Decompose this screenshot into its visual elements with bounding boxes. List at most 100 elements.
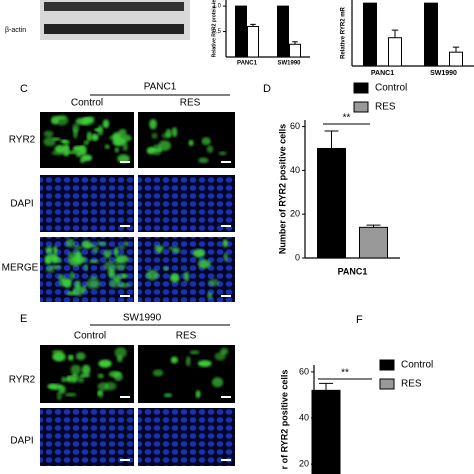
signal (114, 347, 127, 358)
row-label: RYR2 (9, 135, 36, 146)
signal (151, 132, 158, 139)
x-tick-label: PANC1 (338, 266, 368, 276)
signal (198, 157, 209, 164)
signal (92, 245, 99, 253)
signal (123, 241, 129, 247)
legend-swatch (353, 101, 369, 113)
x-tick-label: PANC1 (237, 61, 258, 67)
signal (188, 139, 194, 147)
signal (117, 245, 126, 250)
micrographs (40, 112, 235, 466)
signal (97, 373, 104, 379)
signal (115, 254, 129, 264)
bar (359, 226, 388, 259)
bar (311, 389, 341, 474)
legend-label: RES (401, 379, 422, 390)
signal (52, 137, 61, 141)
panel-letter: E (20, 313, 27, 325)
signal (65, 392, 77, 397)
signal (47, 383, 57, 389)
signal (113, 263, 127, 271)
signal (96, 241, 102, 246)
signal (169, 273, 180, 283)
signal (146, 269, 159, 281)
error-bar (292, 41, 298, 45)
y-tick-label: 0 (295, 252, 300, 262)
error-bar (452, 46, 460, 53)
signal (45, 246, 53, 254)
signal (122, 142, 129, 152)
signal (195, 390, 201, 399)
bar (289, 43, 301, 58)
signal (53, 245, 58, 255)
row-label: MERGE (2, 263, 39, 274)
signal (56, 257, 63, 264)
bar (317, 147, 346, 259)
signal (75, 151, 82, 158)
signal (206, 145, 214, 153)
signal (108, 268, 116, 278)
signal (116, 282, 130, 288)
signal (113, 274, 122, 284)
y-tick-label: 60 (290, 121, 300, 131)
signal (211, 377, 224, 388)
x-tick-label: SW1990 (277, 61, 301, 67)
signal (51, 118, 58, 124)
signal (84, 117, 93, 122)
signal (62, 145, 70, 156)
legend-label: Control (375, 83, 407, 94)
signal (121, 273, 128, 279)
signal (44, 254, 52, 265)
error-bar (319, 382, 333, 391)
condition: RES (176, 331, 197, 342)
signal (98, 359, 112, 368)
signal (168, 246, 179, 251)
condition: Control (71, 98, 103, 109)
signal (114, 246, 119, 257)
signal (72, 123, 80, 133)
signal (115, 140, 121, 146)
condition: RES (180, 98, 201, 109)
bar (363, 2, 377, 67)
y-axis-label: Relative RYR2 protein le (211, 0, 217, 57)
signal (54, 352, 67, 362)
signal (154, 245, 165, 251)
signal (220, 347, 229, 356)
signal (152, 369, 164, 377)
micrograph (138, 175, 235, 232)
signal (201, 137, 211, 146)
cell-line: PANC1 (144, 82, 177, 93)
bar (388, 37, 402, 67)
blot-label: β-actin (5, 27, 26, 34)
signal (69, 271, 75, 280)
signal (183, 271, 190, 282)
signal (81, 364, 91, 376)
signal (74, 251, 82, 262)
legend-swatch (353, 82, 369, 94)
signal (208, 278, 220, 287)
y-tick-label: 40 (299, 412, 309, 422)
signal (60, 139, 68, 143)
y-tick-label: 1.0 (213, 4, 222, 10)
signal (151, 144, 162, 156)
bar (449, 51, 463, 67)
legend-swatch (379, 359, 395, 371)
signal (61, 376, 67, 383)
y-axis-label: r of RYR2 positive cells (279, 370, 289, 470)
signal (67, 252, 77, 260)
signal (171, 126, 178, 138)
signal (108, 371, 121, 378)
signal (81, 240, 92, 249)
panel-letter: F (356, 314, 363, 326)
error-bar (250, 23, 256, 27)
signal (102, 119, 110, 129)
signal (46, 265, 55, 274)
cell-line: SW1990 (123, 313, 162, 324)
signal (65, 238, 75, 248)
legend-label: RES (375, 102, 396, 113)
signal (72, 147, 85, 155)
y-tick-label: 40 (290, 165, 300, 175)
signal (77, 376, 85, 383)
signal (83, 263, 89, 272)
